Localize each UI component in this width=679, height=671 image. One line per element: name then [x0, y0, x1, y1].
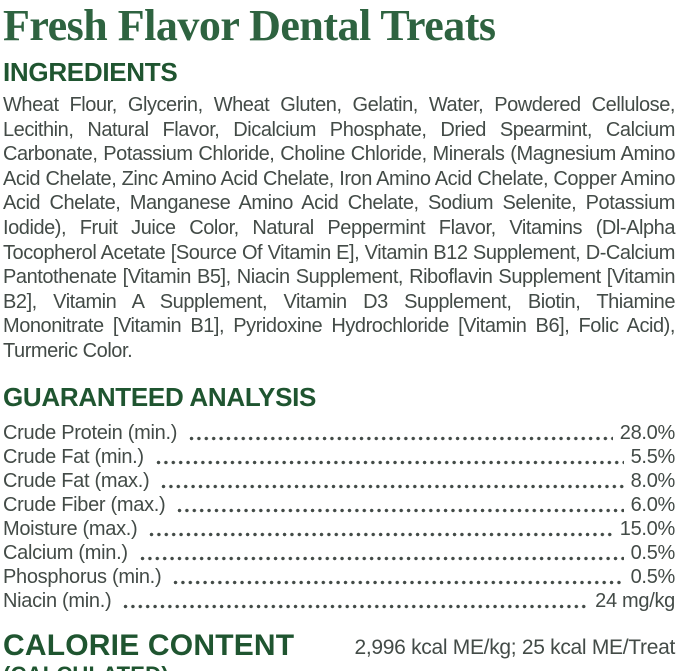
- page-title: Fresh Flavor Dental Treats: [3, 1, 496, 50]
- dotted-leader: [149, 531, 613, 537]
- dotted-leader: [173, 579, 624, 585]
- table-row: Phosphorus (min.) 0.5%: [3, 565, 675, 589]
- analysis-label: Calcium (min.): [3, 541, 128, 564]
- ingredients-text: Wheat Flour, Glycerin, Wheat Gluten, Gel…: [3, 94, 675, 362]
- calorie-calculated-subheading: (CALCULATED): [3, 662, 294, 671]
- guaranteed-analysis-table: Crude Protein (min.) 28.0% Crude Fat (mi…: [3, 421, 675, 613]
- table-row: Crude Fat (max.) 8.0%: [3, 469, 675, 493]
- analysis-value: 8.0%: [630, 469, 676, 492]
- dotted-leader: [155, 459, 624, 465]
- table-row: Crude Fiber (max.) 6.0%: [3, 493, 675, 517]
- calorie-content-heading: CALORIE CONTENT: [3, 628, 295, 662]
- analysis-label: Crude Fat (max.): [3, 469, 150, 492]
- dotted-leader: [123, 603, 589, 609]
- analysis-label: Crude Protein (min.): [3, 421, 178, 444]
- dotted-leader: [139, 555, 624, 561]
- calorie-content-value: 2,996 kcal ME/kg; 25 kcal ME/Treat: [354, 635, 676, 659]
- dotted-leader: [177, 507, 624, 513]
- table-row: Moisture (max.) 15.0%: [3, 517, 675, 541]
- dotted-leader: [189, 435, 613, 441]
- table-row: Calcium (min.) 0.5%: [3, 541, 675, 565]
- analysis-label: Niacin (min.): [3, 589, 112, 612]
- table-row: Niacin (min.) 24 mg/kg: [3, 589, 675, 613]
- table-row: Crude Protein (min.) 28.0%: [3, 421, 675, 445]
- analysis-label: Crude Fat (min.): [3, 445, 144, 468]
- analysis-value: 5.5%: [630, 445, 676, 468]
- analysis-value: 0.5%: [630, 565, 676, 588]
- table-row: Crude Fat (min.) 5.5%: [3, 445, 675, 469]
- analysis-label: Crude Fiber (max.): [3, 493, 166, 516]
- calorie-content-headings: CALORIE CONTENT (CALCULATED): [3, 629, 294, 671]
- analysis-value: 6.0%: [630, 493, 676, 516]
- calorie-content-section: CALORIE CONTENT (CALCULATED) 2,996 kcal …: [3, 629, 675, 671]
- analysis-value: 15.0%: [619, 517, 676, 540]
- analysis-label: Phosphorus (min.): [3, 565, 162, 588]
- analysis-value: 28.0%: [619, 421, 676, 444]
- dotted-leader: [161, 483, 624, 489]
- analysis-label: Moisture (max.): [3, 517, 138, 540]
- analysis-value: 0.5%: [630, 541, 676, 564]
- guaranteed-analysis-heading: GUARANTEED ANALYSIS: [3, 381, 317, 412]
- ingredients-heading: INGREDIENTS: [3, 57, 178, 87]
- analysis-value: 24 mg/kg: [595, 589, 675, 612]
